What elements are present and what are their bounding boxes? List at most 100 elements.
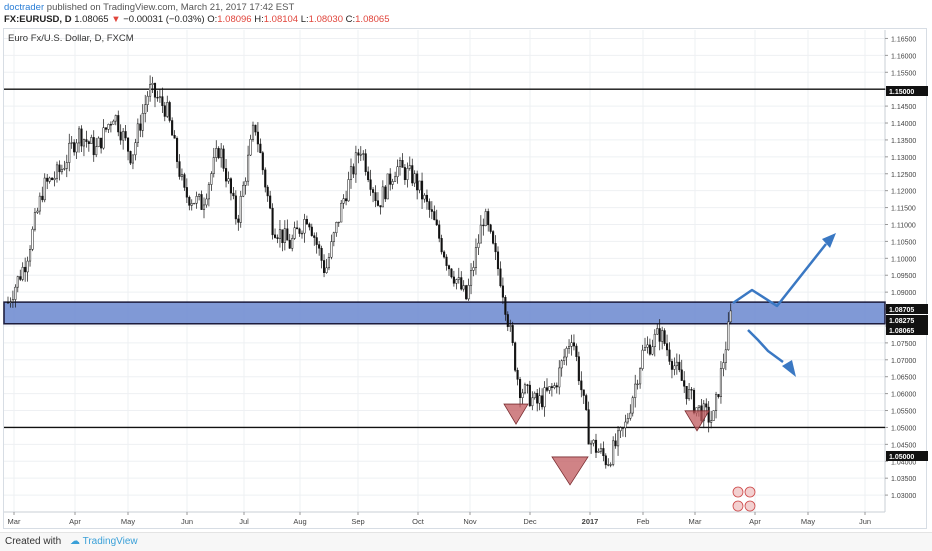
event-flag-icon[interactable] [744, 500, 756, 512]
candle-body [666, 343, 669, 351]
candle-body [188, 196, 191, 206]
price-label-text: 1.15000 [889, 89, 914, 96]
y-tick-label: 1.03000 [891, 493, 916, 500]
pattern-triangle[interactable] [503, 403, 529, 425]
candle-body [381, 186, 384, 208]
candle-body [722, 362, 725, 369]
candle-body [715, 394, 718, 411]
bullish-projection-line[interactable] [732, 243, 827, 308]
candle-body [504, 296, 507, 315]
event-flag-icon[interactable] [744, 486, 756, 498]
candle-body [489, 224, 492, 232]
bearish-projection-line[interactable] [747, 329, 784, 364]
x-tick-label: Jun [859, 517, 871, 526]
candle-body [656, 328, 659, 335]
y-tick-label: 1.09500 [891, 273, 916, 280]
x-tick-label: Oct [412, 517, 425, 526]
candle-body [48, 177, 51, 182]
candle-body [11, 299, 14, 303]
event-flag-icon[interactable] [732, 486, 744, 498]
candle-body [320, 248, 323, 261]
candle-body [65, 162, 68, 169]
pattern-triangle[interactable] [551, 456, 589, 486]
candle-body [494, 243, 497, 253]
candle-body [501, 285, 504, 298]
candle-body [313, 235, 316, 238]
open-value: 1.08096 [217, 14, 252, 25]
author-link[interactable]: doctrader [4, 2, 45, 13]
open-label: O: [207, 14, 218, 25]
candle-body [310, 226, 313, 236]
candle-body [293, 227, 296, 239]
candle-body [29, 249, 32, 262]
candle-body [104, 127, 108, 130]
candle-body [68, 142, 71, 163]
tradingview-logo-link[interactable]: ☁ TradingView [70, 536, 138, 547]
candle-body [298, 228, 301, 234]
candle-body [707, 406, 710, 423]
candle-body [300, 232, 304, 235]
event-icons[interactable] [732, 486, 756, 512]
candle-body [550, 386, 553, 388]
arrow-head-icon[interactable] [822, 233, 836, 248]
candle-body [472, 267, 475, 271]
candle-body [247, 154, 250, 182]
candle-body [288, 239, 291, 249]
x-tick-label: Mar [8, 517, 21, 526]
quote-line: FX:EURUSD, D 1.08065 ▼ −0.00031 (−0.03%)… [4, 14, 389, 25]
candle-body [509, 325, 512, 327]
candle-body [690, 389, 693, 391]
candles [6, 75, 732, 469]
candle-body [340, 202, 343, 223]
candle-body [563, 356, 566, 362]
candle-body [455, 279, 458, 284]
event-flag-icon[interactable] [732, 500, 744, 512]
candle-body [516, 370, 519, 380]
candle-body [212, 157, 215, 174]
candle-body [281, 229, 284, 243]
candle-body [337, 221, 340, 224]
candle-body [474, 247, 477, 268]
candle-body [117, 115, 120, 133]
candle-body [149, 84, 152, 97]
candle-body [124, 131, 127, 139]
candle-body [325, 267, 328, 273]
candle-body [330, 241, 333, 258]
candle-body [416, 173, 419, 191]
candle-body [166, 102, 169, 117]
candle-body [266, 186, 269, 197]
candle-body [254, 124, 257, 133]
candle-body [114, 115, 117, 122]
candle-body [249, 138, 252, 156]
projection-arrows[interactable] [732, 233, 836, 377]
pattern-triangle[interactable] [684, 410, 710, 432]
y-tick-label: 1.06000 [891, 392, 916, 399]
candle-body [572, 342, 576, 347]
resistance-zone[interactable] [3, 301, 886, 325]
candle-body [234, 195, 237, 220]
resistance-zone-rect[interactable] [3, 301, 886, 325]
candle-body [193, 202, 196, 205]
candle-body [496, 251, 500, 270]
candle-body [173, 135, 176, 139]
chart-header: doctrader published on TradingView.com, … [0, 0, 932, 28]
candle-body [719, 368, 723, 397]
candle-body [685, 386, 688, 400]
price-label-box [886, 304, 928, 314]
candle-body [629, 412, 632, 419]
candle-body [352, 166, 355, 175]
pattern-triangles[interactable] [503, 403, 710, 486]
price-label-text: 1.08275 [889, 318, 914, 325]
candle-body [229, 178, 232, 194]
arrow-head-icon[interactable] [782, 360, 796, 377]
candle-body [408, 165, 411, 169]
y-tick-label: 1.16500 [891, 36, 916, 43]
candle-body [342, 198, 345, 204]
y-tick-label: 1.07000 [891, 358, 916, 365]
candle-body [479, 224, 482, 244]
candle-body [347, 179, 350, 202]
candle-body [276, 237, 279, 239]
candle-body [565, 348, 568, 358]
candle-body [200, 194, 203, 210]
